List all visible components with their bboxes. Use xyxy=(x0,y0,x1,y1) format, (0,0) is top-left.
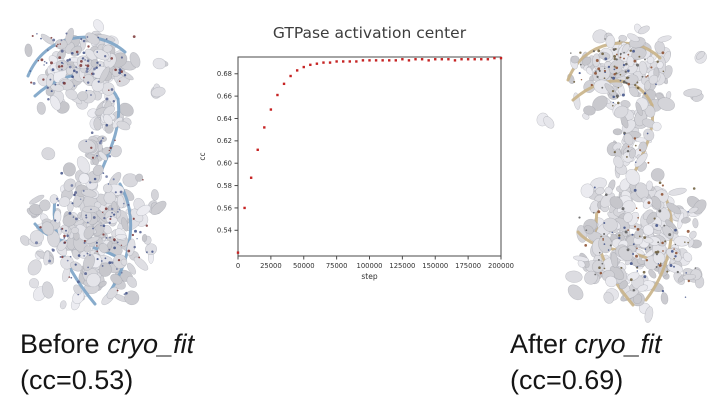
data-point xyxy=(401,58,404,61)
data-point xyxy=(276,93,279,97)
data-point xyxy=(315,62,319,65)
y-tick-label: 0.66 xyxy=(217,93,232,101)
x-tick-label: 25000 xyxy=(260,262,282,270)
caption-before-cc-value: (cc=0.53) xyxy=(20,365,134,395)
data-point xyxy=(460,58,463,61)
caption-after-cc-value: (cc=0.69) xyxy=(510,365,624,395)
y-tick-label: 0.56 xyxy=(217,204,232,212)
x-axis-label: step xyxy=(361,272,377,281)
data-point xyxy=(453,59,457,62)
x-tick-label: 125000 xyxy=(389,262,415,270)
data-point xyxy=(486,58,490,61)
data-point xyxy=(282,82,286,86)
density-map-after-image xyxy=(536,23,707,323)
data-point xyxy=(269,108,273,111)
data-point xyxy=(407,59,411,62)
scatter-plot: GTPase activation center 0.54 0.56 0.58 0.60… xyxy=(198,24,514,281)
data-point xyxy=(309,63,312,67)
x-tick-label: 0 xyxy=(236,262,240,270)
data-point xyxy=(295,69,299,72)
caption-before: Before cryo_fit (cc=0.53) xyxy=(20,326,194,398)
y-tick-label: 0.64 xyxy=(217,115,232,123)
data-point xyxy=(381,59,384,62)
data-point xyxy=(480,58,483,61)
caption-after: After cryo_fit (cc=0.69) xyxy=(510,326,662,398)
plot-frame xyxy=(237,56,502,257)
data-point xyxy=(427,59,430,62)
density-map-before-image xyxy=(20,19,169,311)
cryo-fit-program-name: cryo_fit xyxy=(107,329,195,359)
data-point xyxy=(302,65,305,69)
data-point xyxy=(348,60,351,63)
data-point xyxy=(355,60,358,63)
data-point xyxy=(493,56,496,60)
y-tick-label: 0.60 xyxy=(217,160,232,168)
data-point xyxy=(447,58,450,61)
data-point xyxy=(342,60,345,63)
data-point xyxy=(236,251,240,254)
y-tick-label: 0.62 xyxy=(217,137,232,145)
data-point xyxy=(289,74,292,78)
data-point xyxy=(243,206,246,210)
data-point xyxy=(263,126,266,129)
data-point xyxy=(361,59,365,62)
data-point xyxy=(420,58,424,61)
x-tick-label: 150000 xyxy=(422,262,448,270)
x-tick-label: 50000 xyxy=(293,262,315,270)
x-tick-label: 75000 xyxy=(326,262,348,270)
y-axis-label: cc xyxy=(198,152,207,160)
y-tick-label: 0.68 xyxy=(217,70,232,78)
data-point xyxy=(473,58,476,61)
data-point xyxy=(322,61,325,64)
y-tick-label: 0.58 xyxy=(217,182,232,190)
data-point xyxy=(440,58,444,61)
x-tick-label: 100000 xyxy=(357,262,383,270)
data-point xyxy=(249,176,253,179)
y-tick-label: 0.54 xyxy=(217,227,232,235)
ribbon-strand xyxy=(571,79,654,107)
data-point xyxy=(368,59,371,62)
data-point xyxy=(434,58,437,61)
x-tick-label: 200000 xyxy=(488,262,514,270)
chart-title: GTPase activation center xyxy=(273,24,467,42)
x-tick-label: 175000 xyxy=(455,262,481,270)
data-point xyxy=(256,148,259,151)
data-point xyxy=(335,60,338,63)
data-point xyxy=(466,58,470,61)
data-point xyxy=(374,59,378,62)
cc-vs-step-chart: GTPase activation center 0.54 0.56 0.58 0.60… xyxy=(195,12,515,302)
caption-before-line1: Before cryo_fit xyxy=(20,329,195,359)
caption-after-line1: After cryo_fit xyxy=(510,329,662,359)
ribbon-strand xyxy=(594,203,635,307)
data-point xyxy=(388,59,391,62)
cryo-fit-program-name: cryo_fit xyxy=(574,329,662,359)
data-point xyxy=(499,56,503,60)
data-point xyxy=(414,58,417,61)
data-point xyxy=(328,61,332,64)
data-point xyxy=(394,59,397,62)
